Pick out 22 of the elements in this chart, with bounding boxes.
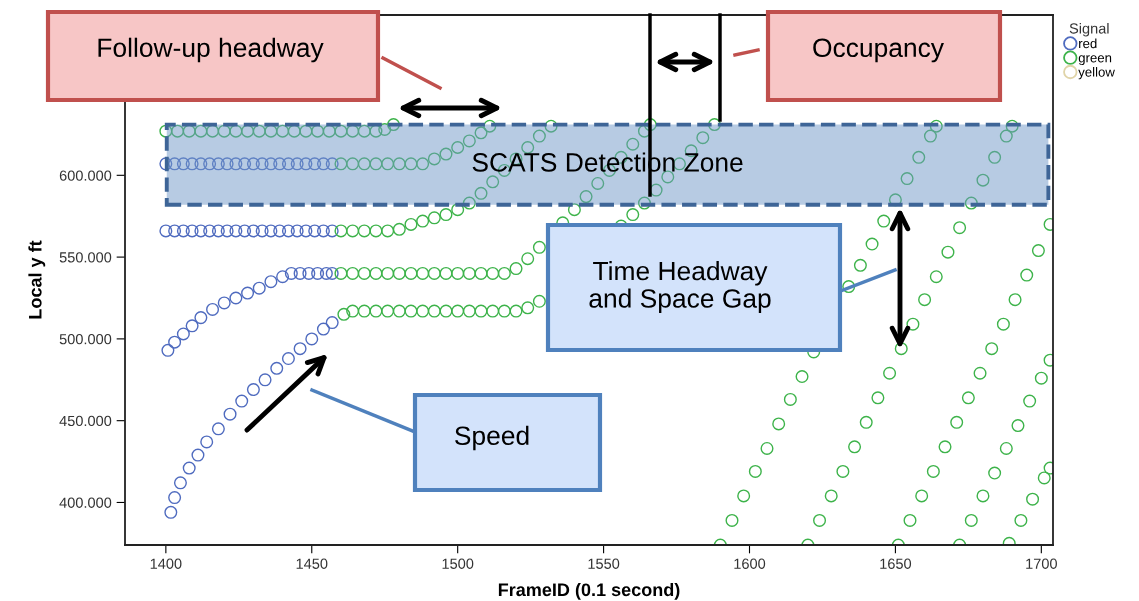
y-tick-label: 550.000 [59,252,112,263]
x-tick-label: 1650 [880,558,912,569]
y-tick-label: 600.000 [59,170,112,181]
annotation: Follow-up headway [98,37,324,63]
legend-title: Signal [1069,22,1109,37]
x-tick-label: 1450 [296,558,328,569]
x-tick-label: 1700 [1026,558,1057,569]
legend-label: yellow [1078,67,1115,80]
annotation: Occupancy [813,38,944,63]
legend-label: green [1078,55,1112,66]
y-tick-label: 450.000 [59,415,112,427]
x-tick-label: 1600 [734,558,766,569]
x-tick-label: 1550 [588,558,620,569]
annotation: Time Headway and Space Gap [589,260,771,314]
annotation: Speed [455,425,529,451]
x-axis-title: FrameID (0.1 second) [498,582,680,600]
y-axis-title: Local y ft [28,240,46,319]
y-tick-label: 500.000 [59,333,112,345]
x-tick-label: 1400 [150,558,182,569]
y-tick-label: 400.000 [59,497,112,508]
legend-label: red [1079,38,1097,49]
x-tick-label: 1500 [442,558,474,569]
